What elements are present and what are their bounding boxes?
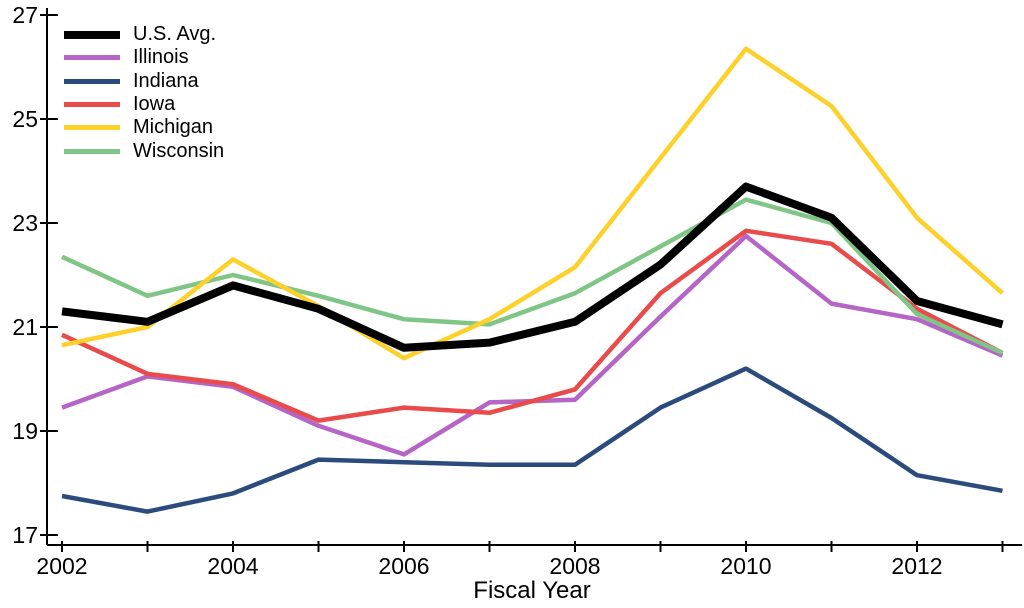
legend: U.S. Avg. Illinois Indiana Iowa Michigan Wisc…: [64, 23, 224, 163]
x-tick-label: 2008: [549, 553, 601, 579]
series-line-indiana: [61, 366, 1003, 514]
legend-swatch-u-s-avg: [64, 30, 120, 39]
legend-swatch-michigan: [64, 125, 120, 131]
legend-label-wisconsin: Wisconsin: [133, 139, 225, 162]
y-tick-label: 21: [12, 313, 38, 340]
series-line-wisconsin: [61, 197, 1004, 356]
x-axis-title: Fiscal Year: [473, 577, 591, 604]
x-tick-label: 2010: [720, 553, 772, 579]
legend-label-iowa: Iowa: [133, 93, 176, 116]
legend-row-illinois: Illinois: [64, 46, 224, 69]
x-tick-label: 2004: [207, 553, 259, 579]
x-tick-label: 2002: [36, 553, 88, 579]
legend-row-u-s-avg: U.S. Avg.: [64, 23, 224, 46]
x-tick-label: 2006: [378, 553, 430, 579]
legend-label-michigan: Michigan: [133, 116, 214, 139]
y-tick-label: 23: [12, 209, 38, 236]
legend-row-wisconsin: Wisconsin: [64, 139, 224, 162]
legend-row-michigan: Michigan: [64, 116, 224, 139]
legend-row-iowa: Iowa: [64, 93, 224, 116]
y-tick-label: 25: [12, 105, 38, 132]
legend-label-u-s-avg: U.S. Avg.: [133, 23, 217, 46]
legend-swatch-wisconsin: [64, 148, 120, 154]
legend-swatch-illinois: [64, 55, 120, 61]
legend-label-indiana: Indiana: [133, 69, 199, 92]
legend-swatch-indiana: [64, 78, 120, 84]
series-line-iowa: [61, 228, 1004, 423]
legend-row-indiana: Indiana: [64, 70, 224, 93]
legend-swatch-iowa: [64, 102, 120, 108]
y-tick-label: 17: [12, 521, 38, 548]
y-tick-label: 27: [12, 1, 38, 28]
x-tick-label: 2012: [891, 553, 943, 579]
series-line-michigan: [61, 46, 1004, 361]
legend-label-illinois: Illinois: [133, 46, 189, 69]
y-tick-label: 19: [12, 417, 38, 444]
series-line-u-s-avg: [61, 182, 1004, 352]
